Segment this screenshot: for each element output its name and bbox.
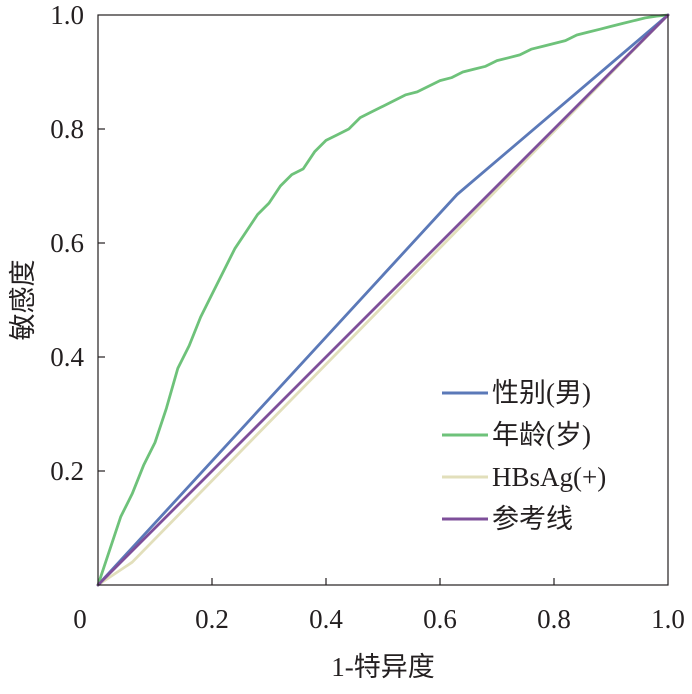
y-axis-label: 敏感度	[8, 260, 38, 341]
y-tick-label: 0.8	[50, 114, 84, 144]
series-line-3	[96, 13, 670, 587]
series-line-1	[96, 13, 670, 587]
x-tick-label: 0.4	[309, 604, 343, 634]
series-line-2	[96, 13, 670, 587]
x-tick-label: 1.0	[651, 604, 685, 634]
series-lines	[96, 13, 670, 587]
legend-label-1: 年龄(岁)	[492, 420, 591, 450]
y-tick-label: 0.6	[50, 228, 84, 258]
x-tick-label: 0.2	[195, 604, 229, 634]
legend: 性别(男) 年龄(岁) HBsAg(+) 参考线	[442, 378, 606, 534]
x-tick-label: 0	[73, 604, 87, 634]
x-tick-label: 0.6	[423, 604, 457, 634]
y-axis-ticks: 0.2 0.4 0.6 0.8 1.0	[50, 0, 105, 486]
y-tick-label: 0.2	[50, 456, 84, 486]
x-axis-ticks: 0 0.2 0.4 0.6 0.8 1.0	[73, 578, 685, 634]
legend-label-0: 性别(男)	[492, 378, 591, 408]
series-line-0	[96, 13, 670, 587]
legend-label-2: HBsAg(+)	[492, 462, 606, 492]
y-tick-label: 1.0	[50, 0, 84, 30]
legend-label-3: 参考线	[492, 504, 573, 534]
x-tick-label: 0.8	[537, 604, 571, 634]
x-axis-label: 1-特异度	[331, 652, 435, 682]
plot-frame	[97, 14, 669, 586]
y-tick-label: 0.4	[50, 342, 84, 372]
